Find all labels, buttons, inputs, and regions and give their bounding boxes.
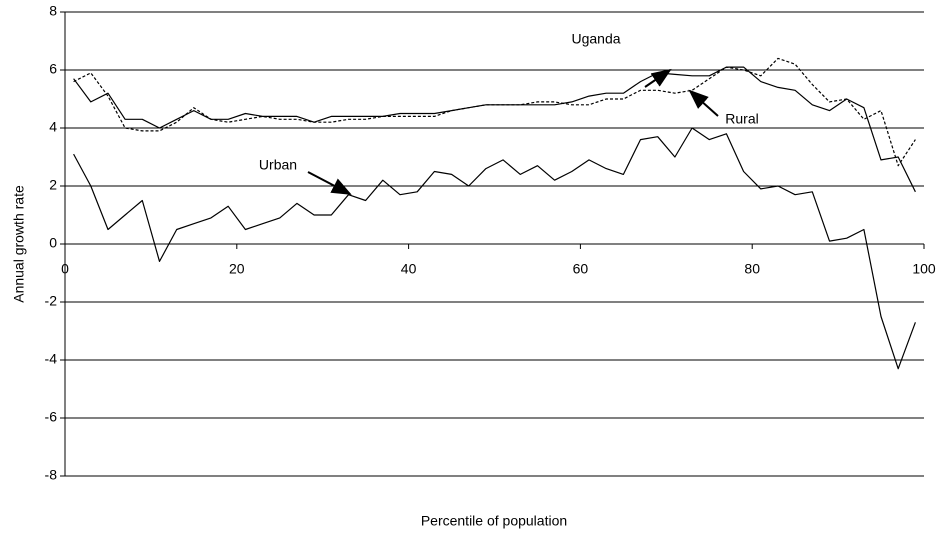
y-tick-label: -6	[45, 409, 58, 425]
annotation: Rural	[725, 111, 758, 127]
annotation: Urban	[259, 157, 297, 173]
x-tick-label: 40	[401, 261, 417, 277]
line-series	[73, 66, 916, 193]
y-tick-label: 0	[49, 235, 57, 251]
annotation-arrow	[688, 89, 719, 117]
line-series	[73, 57, 916, 167]
y-tick-label: -2	[45, 293, 58, 309]
annotation: Uganda	[571, 31, 620, 47]
x-tick-label: 60	[573, 261, 589, 277]
y-tick-label: 4	[49, 119, 57, 135]
y-tick-label: -4	[45, 351, 58, 367]
x-axis-label: Percentile of population	[421, 513, 567, 529]
line-series	[73, 127, 916, 370]
x-tick-label: 100	[912, 261, 936, 277]
annotation-arrow	[644, 68, 672, 88]
x-tick-label: 20	[229, 261, 245, 277]
y-tick-label: 2	[49, 177, 57, 193]
y-tick-label: 6	[49, 61, 57, 77]
y-tick-label: 8	[49, 3, 57, 19]
x-tick-label: 0	[61, 261, 69, 277]
annotation-arrow	[307, 171, 352, 195]
y-axis-label: Annual growth rate	[11, 185, 27, 303]
x-tick-label: 80	[744, 261, 760, 277]
y-tick-label: -8	[45, 467, 58, 483]
